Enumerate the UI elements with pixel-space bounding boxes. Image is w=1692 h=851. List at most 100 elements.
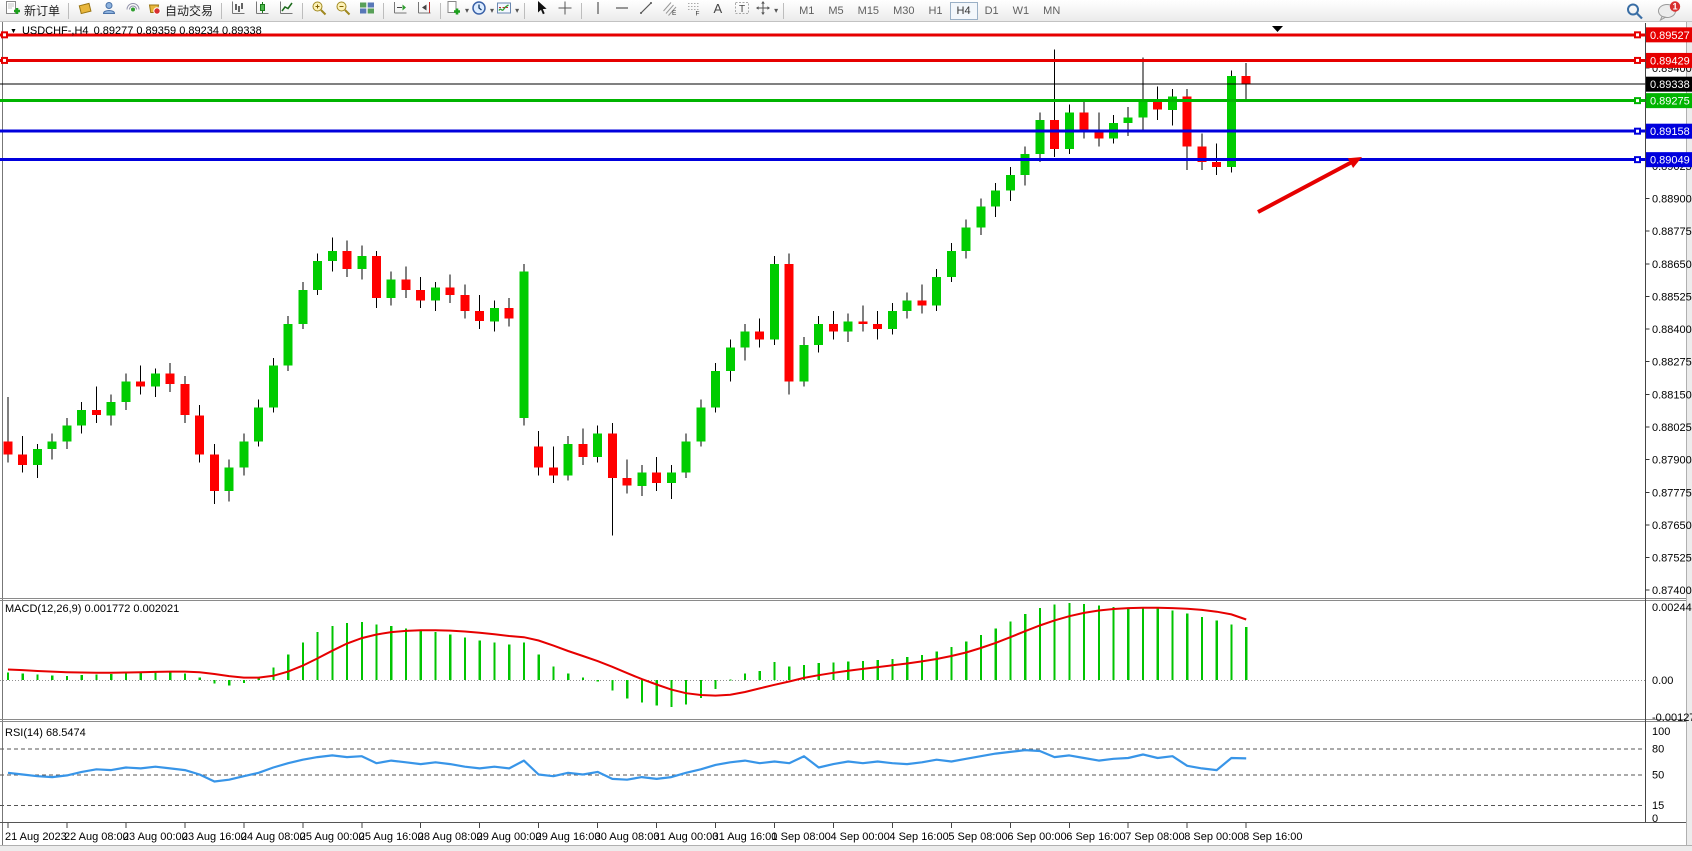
- timeframe-m15-button[interactable]: M15: [857, 4, 880, 17]
- svg-text:0.87400: 0.87400: [1652, 585, 1692, 597]
- svg-text:28 Aug 08:00: 28 Aug 08:00: [418, 831, 483, 843]
- horizontal-lines-layer: [0, 31, 1646, 164]
- toolbar-separator: [581, 2, 583, 19]
- bar-chart-button[interactable]: [226, 1, 250, 21]
- svg-text:7 Sep 08:00: 7 Sep 08:00: [1125, 831, 1184, 843]
- timeframe-m5-button[interactable]: M5: [828, 4, 844, 17]
- timeframe-d1-button[interactable]: D1: [984, 4, 999, 17]
- crosshair-icon: [557, 0, 573, 21]
- svg-text:24 Aug 08:00: 24 Aug 08:00: [241, 831, 306, 843]
- svg-text:21 Aug 2023: 21 Aug 2023: [5, 831, 67, 843]
- new-order-label: 新订单: [24, 4, 61, 18]
- cursor-button[interactable]: [529, 1, 553, 21]
- dropdown-arrow-icon: ▾: [774, 6, 779, 15]
- svg-text:4 Sep 00:00: 4 Sep 00:00: [830, 831, 889, 843]
- svg-text:T: T: [739, 4, 745, 15]
- chart-title: ▼ USDCHF-,H4 0.89277 0.89359 0.89234 0.8…: [10, 25, 262, 37]
- svg-text:0.88525: 0.88525: [1652, 291, 1692, 303]
- svg-text:0.88775: 0.88775: [1652, 226, 1692, 238]
- signals-icon: [125, 0, 141, 21]
- trendline-icon: [638, 0, 654, 21]
- chart-end-marker: [1272, 26, 1283, 32]
- toolbar-separator: [302, 2, 304, 19]
- crosshair-button[interactable]: [553, 1, 577, 21]
- svg-text:0: 0: [1652, 813, 1658, 825]
- svg-text:23 Aug 16:00: 23 Aug 16:00: [182, 831, 247, 843]
- svg-text:15: 15: [1652, 800, 1664, 812]
- arrows-button[interactable]: ▾: [754, 1, 779, 21]
- text-button[interactable]: A: [706, 1, 730, 21]
- svg-text:0.87650: 0.87650: [1652, 520, 1692, 532]
- fibonacci-button[interactable]: F: [682, 1, 706, 21]
- vertical-line-icon: [590, 0, 606, 21]
- shift-chart-icon: [392, 0, 408, 21]
- search-button[interactable]: [1624, 1, 1646, 26]
- price-axis: 0.894000.892750.891500.890250.889000.887…: [1645, 23, 1692, 822]
- indicators-button[interactable]: ▾: [495, 1, 520, 21]
- zoom-out-button[interactable]: [331, 1, 355, 21]
- vertical-line-button[interactable]: [586, 1, 610, 21]
- marketwatch-icon: [77, 0, 93, 21]
- new-order-button[interactable]: 新订单: [4, 1, 64, 21]
- candlestick-chart-button[interactable]: [250, 1, 274, 21]
- chat-button[interactable]: 1: [1656, 1, 1682, 26]
- svg-text:50: 50: [1652, 770, 1664, 782]
- svg-text:22 Aug 08:00: 22 Aug 08:00: [64, 831, 129, 843]
- text-icon: A: [710, 0, 726, 21]
- label-button[interactable]: T: [730, 1, 754, 21]
- new-order-icon: [5, 0, 21, 21]
- timeframe-mn-button[interactable]: MN: [1043, 4, 1061, 17]
- zoom-in-button[interactable]: [307, 1, 331, 21]
- svg-text:31 Aug 16:00: 31 Aug 16:00: [713, 831, 778, 843]
- toolbar-separator: [524, 2, 526, 19]
- svg-text:0.89429: 0.89429: [1650, 55, 1690, 67]
- tile-windows-button[interactable]: [355, 1, 379, 21]
- price-badges: 0.89527 0.89429 0.89275 0.89158 0.89049 0.893…: [1646, 27, 1692, 168]
- timeframe-m1-button[interactable]: M1: [799, 4, 815, 17]
- autoscroll-icon: [416, 0, 432, 21]
- toolbar-separator: [221, 2, 223, 19]
- indicators-icon: [496, 0, 512, 21]
- svg-text:0.87900: 0.87900: [1652, 455, 1692, 467]
- svg-text:0.89049: 0.89049: [1650, 155, 1690, 167]
- chart-ohlc-values: 0.89277 0.89359 0.89234 0.89338: [93, 25, 262, 37]
- svg-text:0.89275: 0.89275: [1650, 96, 1690, 108]
- svg-text:A: A: [714, 1, 723, 16]
- timeframe-w1-button[interactable]: W1: [1012, 4, 1030, 17]
- toolbar-separator: [783, 2, 785, 19]
- timeframe-h1-button[interactable]: H1: [928, 4, 943, 17]
- chart-symbol-period: USDCHF-,H4: [21, 25, 89, 37]
- svg-text:31 Aug 00:00: 31 Aug 00:00: [654, 831, 719, 843]
- periods-clock-icon: [471, 0, 487, 21]
- timeframe-m30-button[interactable]: M30: [893, 4, 915, 17]
- svg-text:0.88025: 0.88025: [1652, 422, 1692, 434]
- line-chart-button[interactable]: [274, 1, 298, 21]
- fibonacci-icon: F: [686, 0, 702, 21]
- svg-text:29 Aug 16:00: 29 Aug 16:00: [536, 831, 601, 843]
- community-icon: [101, 0, 117, 21]
- autotrading-label: 自动交易: [165, 4, 214, 18]
- bar-chart-icon: [230, 0, 246, 21]
- trendline-button[interactable]: [634, 1, 658, 21]
- marketwatch-button[interactable]: [73, 1, 97, 21]
- timeframe-h4-button[interactable]: H4: [949, 1, 978, 20]
- templates-icon: [446, 0, 462, 21]
- svg-text:0.87775: 0.87775: [1652, 487, 1692, 499]
- autotrading-button[interactable]: 自动交易: [145, 1, 217, 21]
- toolbar-separator: [440, 2, 442, 19]
- svg-text:6 Sep 00:00: 6 Sep 00:00: [1007, 831, 1066, 843]
- svg-text:0.00244: 0.00244: [1652, 602, 1692, 614]
- equidistant-channel-button[interactable]: E: [658, 1, 682, 21]
- community-button[interactable]: [97, 1, 121, 21]
- svg-text:F: F: [696, 11, 700, 17]
- signals-button[interactable]: [121, 1, 145, 21]
- svg-text:0.89158: 0.89158: [1650, 126, 1690, 138]
- autoscroll-button[interactable]: [412, 1, 436, 21]
- horizontal-line-button[interactable]: [610, 1, 634, 21]
- templates-button[interactable]: ▾: [445, 1, 470, 21]
- periods-button[interactable]: ▾: [470, 1, 495, 21]
- shift-chart-button[interactable]: [388, 1, 412, 21]
- svg-text:30 Aug 08:00: 30 Aug 08:00: [595, 831, 660, 843]
